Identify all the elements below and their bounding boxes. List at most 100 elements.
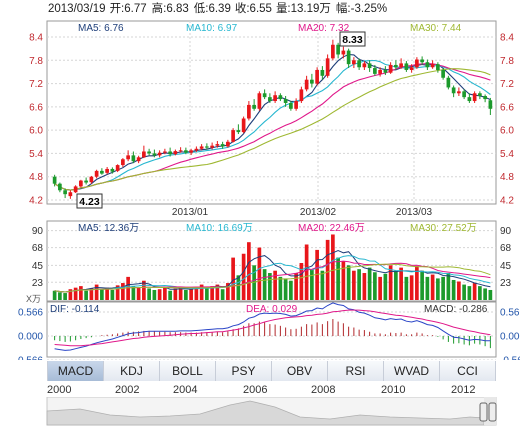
volume-bar <box>152 289 157 300</box>
date-tick-label: 2013/02 <box>300 207 337 218</box>
chart-canvas[interactable]: 2013/03/19 开:6.77 高:6.83 低:6.39 收:6.55 量:13.1… <box>0 0 520 360</box>
price-tick-label: 5.4 <box>500 149 514 160</box>
volume-bar <box>136 287 141 300</box>
price-tick-label: 7.2 <box>500 79 514 90</box>
macd-tick-label: 0.566 <box>18 308 43 319</box>
price-axis-left: 8.4 7.8 7.2 6.6 6.0 5.4 4.8 4.2 <box>29 33 43 207</box>
price-tick-label: 4.2 <box>29 196 43 207</box>
volume-bar <box>147 288 151 300</box>
volume-unit-label: X万 <box>26 294 41 304</box>
price-ma20-label: MA20: 7.32 <box>298 23 350 34</box>
volume-bar <box>451 279 456 300</box>
candle-body <box>425 62 430 68</box>
macd-tick-label: 0.000 <box>18 332 43 343</box>
price-tick-label: 5.4 <box>29 149 43 160</box>
candle-body <box>325 58 330 76</box>
volume-bar <box>163 287 167 300</box>
candle-body <box>462 91 466 98</box>
date-axis: 2013/01 2013/02 2013/03 <box>172 207 433 218</box>
volume-bar <box>236 275 241 300</box>
volume-bar <box>199 284 204 300</box>
candle-body <box>331 44 335 59</box>
price-ma5-label: MA5: 6.76 <box>78 23 124 34</box>
ma30-line <box>54 68 491 191</box>
volume-tick-label: 68 <box>500 243 512 254</box>
price-tick-label: 6.6 <box>500 102 514 113</box>
volume-bar <box>425 276 430 300</box>
volume-tick-label: 90 <box>32 226 44 237</box>
volume-bar <box>346 265 351 300</box>
volume-bar <box>436 278 440 300</box>
timeline-left-handle[interactable] <box>479 402 488 422</box>
timeline-right-handle[interactable] <box>488 402 497 422</box>
candle-body <box>341 50 346 55</box>
candle-body <box>488 100 493 109</box>
macd-dif-label: DIF: -0.114 <box>50 304 100 315</box>
volume-bar <box>457 281 461 300</box>
macd-panel <box>46 301 497 358</box>
candle-body <box>283 99 288 103</box>
volume-bar <box>399 267 403 300</box>
indicator-tabs: MACD KDJ BOLL PSY OBV RSI WVAD CCI <box>47 360 496 382</box>
price-tick-label: 4.8 <box>500 172 514 183</box>
year-label: 2010 <box>381 384 406 396</box>
candle-body <box>320 69 325 76</box>
tab-rsi[interactable]: RSI <box>328 361 384 381</box>
volume-bar <box>283 278 288 300</box>
tab-cci[interactable]: CCI <box>440 361 496 381</box>
tab-obv[interactable]: OBV <box>272 361 328 381</box>
volume-bar <box>268 273 272 300</box>
candle-body <box>210 145 214 148</box>
candle-body <box>58 183 62 191</box>
volume-bar <box>73 287 78 300</box>
volume-bar <box>84 290 88 300</box>
volume-ma20-label: MA20: 22.46万 <box>298 223 365 234</box>
volume-bar <box>320 270 325 300</box>
candle-body <box>226 141 230 147</box>
date-tick-label: 2013/01 <box>172 207 209 218</box>
volume-bar <box>394 270 398 300</box>
candle-body <box>420 59 424 63</box>
candle-body <box>79 180 83 187</box>
volume-bar <box>467 286 472 300</box>
volume-axis-right: 90 68 45 23 <box>500 226 512 289</box>
timeline-navigator[interactable] <box>0 397 520 427</box>
tab-boll[interactable]: BOLL <box>160 361 216 381</box>
year-label: 2008 <box>311 384 336 396</box>
volume-bar <box>362 273 367 300</box>
date-tick-label: 2013/03 <box>396 207 433 218</box>
candle-body <box>483 95 487 100</box>
candle-body <box>152 153 157 156</box>
volume-bar <box>388 265 393 300</box>
volume-bar <box>142 280 146 300</box>
candle-body <box>205 146 209 148</box>
volume-bar <box>378 276 382 300</box>
candle-body <box>199 146 204 149</box>
volume-bar <box>294 273 298 300</box>
volume-ma-lines <box>54 249 491 293</box>
tab-wvad[interactable]: WVAD <box>384 361 440 381</box>
candle-body <box>436 64 440 70</box>
volume-bar <box>315 249 319 300</box>
volume-bar <box>336 257 340 300</box>
macd-dea-label: DEA: 0.029 <box>246 304 298 315</box>
candle-body <box>168 151 172 155</box>
volume-bar <box>409 275 414 300</box>
candle-body <box>52 176 57 184</box>
tab-psy[interactable]: PSY <box>216 361 272 381</box>
volume-tick-label: 45 <box>32 261 44 272</box>
high-callout: 8.33 <box>339 31 366 47</box>
macd-tick-label: 0.566 <box>500 308 520 319</box>
price-tick-label: 7.2 <box>29 79 43 90</box>
candle-body <box>236 130 241 133</box>
macd-axis-left: 0.566 0.000 -0.566 <box>15 308 44 361</box>
ma10-line <box>54 59 491 191</box>
volume-ma10-line <box>54 255 491 293</box>
candle-body <box>105 168 109 173</box>
volume-bar <box>100 289 104 300</box>
candle-body <box>121 159 125 166</box>
tab-kdj[interactable]: KDJ <box>104 361 160 381</box>
tab-macd[interactable]: MACD <box>47 361 104 381</box>
candle-body <box>268 97 272 102</box>
volume-bar <box>367 267 372 300</box>
